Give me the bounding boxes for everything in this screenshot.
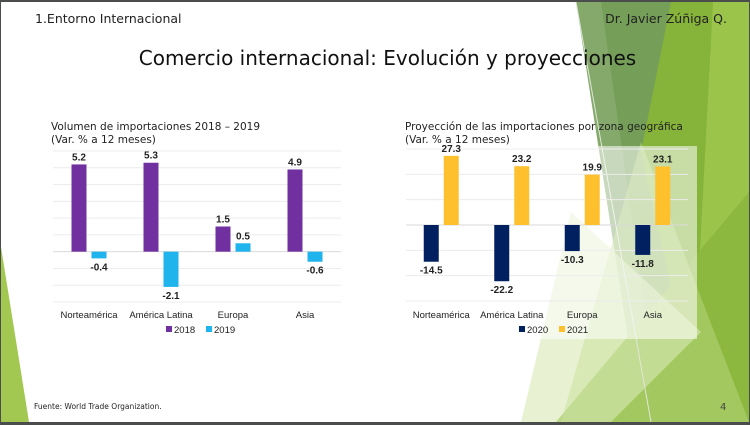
legend-label-2020: 2020 (527, 325, 548, 336)
bar-2020-1 (494, 225, 510, 282)
data-label: -10.3 (561, 255, 584, 266)
bar-2021-2 (584, 174, 600, 225)
bar-2018-2 (215, 226, 231, 252)
bar-2021-3 (655, 166, 671, 225)
data-label: 5.3 (144, 151, 158, 162)
category-label: Asia (644, 310, 663, 321)
page-number: 4 (720, 402, 727, 413)
data-label: -11.8 (632, 259, 655, 270)
category-label: Norteamérica (60, 310, 118, 321)
data-label: 4.9 (288, 157, 302, 168)
bar-2019-0 (91, 251, 107, 259)
bar-2018-3 (287, 169, 303, 252)
category-label: Asia (296, 310, 315, 321)
data-label: -2.1 (162, 291, 180, 302)
data-label: 27.3 (442, 144, 462, 155)
bar-2021-1 (514, 166, 530, 225)
deco-left-triangle (1, 247, 29, 422)
data-label: 23.1 (653, 154, 673, 165)
category-label: Europa (218, 310, 249, 321)
legend-swatch-2018 (166, 326, 172, 332)
chart1-title-block: Volumen de importaciones 2018 – 2019 (Va… (51, 121, 260, 147)
data-label: 5.2 (72, 152, 86, 163)
legend-swatch-2019 (206, 326, 212, 332)
data-label: -0.4 (90, 262, 108, 273)
chart1-subtitle: (Var. % a 12 meses) (51, 134, 156, 146)
legend-label-2021: 2021 (567, 325, 588, 336)
author-label: Dr. Javier Zúñiga Q. (605, 11, 727, 26)
data-label: 1.5 (216, 215, 230, 226)
bar-2021-0 (443, 155, 459, 225)
category-label: América Latina (129, 310, 193, 321)
legend-label-2019: 2019 (214, 325, 235, 336)
section-label: 1.Entorno Internacional (35, 11, 182, 26)
bar-2018-1 (143, 162, 159, 252)
category-label: Norteamérica (413, 310, 471, 321)
bar-2020-3 (635, 225, 651, 255)
data-label: 19.9 (583, 163, 603, 174)
bar-2018-0 (71, 164, 87, 252)
chart2-title: Proyección de las importaciones por zona… (405, 121, 683, 133)
data-label: -0.6 (306, 266, 324, 277)
data-label: -22.2 (490, 285, 513, 296)
data-label: 23.2 (512, 154, 532, 165)
legend-swatch-2020 (519, 326, 525, 332)
slide-title: Comercio internacional: Evolución y proy… (138, 46, 637, 70)
legend-label-2018: 2018 (174, 325, 195, 336)
data-label: -14.5 (420, 266, 443, 277)
chart1-title: Volumen de importaciones 2018 – 2019 (51, 121, 261, 133)
category-label: Europa (567, 310, 598, 321)
bar-2019-2 (235, 243, 251, 252)
category-label: América Latina (480, 310, 544, 321)
bar-2019-3 (307, 251, 323, 262)
chart2-subtitle: (Var. % a 12 meses) (405, 134, 510, 146)
source-note: Fuente: World Trade Organization. (34, 402, 162, 411)
legend-swatch-2021 (559, 326, 565, 332)
bar-2019-1 (163, 251, 179, 287)
data-label: 0.5 (236, 231, 250, 242)
bar-2020-2 (564, 225, 580, 252)
bar-2020-0 (423, 225, 439, 262)
chart2-title-block: Proyección de las importaciones por zona… (405, 121, 683, 147)
